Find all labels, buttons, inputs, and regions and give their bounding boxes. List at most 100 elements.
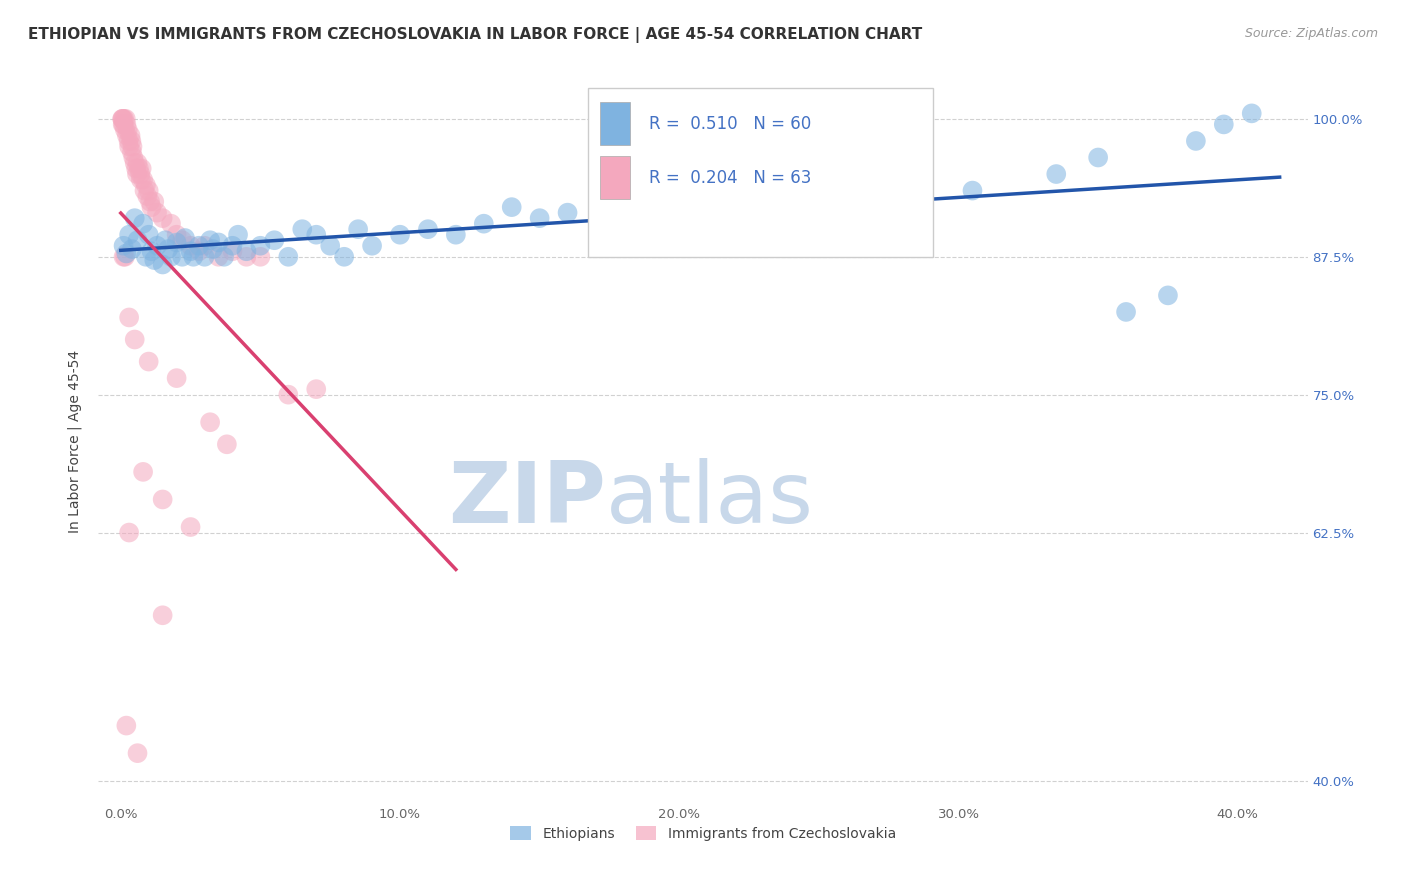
Point: [333, 250, 356, 264]
Point: [221, 238, 243, 252]
Point: [121, 242, 143, 256]
Point: [118, 525, 141, 540]
Point: [235, 244, 257, 259]
Point: [160, 250, 183, 264]
Point: [180, 238, 202, 252]
Point: [125, 167, 148, 181]
Point: [122, 151, 145, 165]
Point: [152, 258, 174, 272]
Point: [207, 250, 229, 264]
Point: [121, 139, 143, 153]
Point: [738, 217, 761, 231]
Point: [115, 128, 138, 143]
Point: [180, 244, 202, 259]
Point: [249, 250, 271, 264]
Point: [249, 238, 271, 252]
Point: [166, 235, 188, 250]
Point: [1185, 134, 1208, 148]
Point: [118, 139, 141, 153]
Point: [155, 233, 177, 247]
Point: [152, 211, 174, 226]
Point: [444, 227, 467, 242]
Point: [640, 194, 662, 209]
Point: [501, 200, 523, 214]
Y-axis label: In Labor Force | Age 45-54: In Labor Force | Age 45-54: [67, 350, 83, 533]
Point: [112, 112, 135, 126]
Point: [529, 211, 551, 226]
Point: [138, 354, 160, 368]
Point: [115, 246, 138, 260]
Point: [124, 211, 146, 226]
Point: [111, 112, 134, 126]
Point: [807, 189, 830, 203]
Point: [291, 222, 314, 236]
Point: [117, 134, 139, 148]
Point: [557, 205, 579, 219]
Point: [1087, 151, 1109, 165]
Point: [188, 238, 211, 252]
Text: Source: ZipAtlas.com: Source: ZipAtlas.com: [1244, 27, 1378, 40]
Point: [305, 227, 328, 242]
Point: [129, 172, 152, 186]
Point: [138, 184, 160, 198]
Point: [172, 250, 194, 264]
Point: [120, 134, 142, 148]
Point: [138, 227, 160, 242]
Text: ZIP: ZIP: [449, 458, 606, 541]
Point: [472, 217, 495, 231]
Point: [114, 250, 136, 264]
Point: [141, 244, 163, 259]
Point: [124, 333, 146, 347]
Point: [174, 231, 197, 245]
Point: [263, 233, 285, 247]
Point: [121, 145, 143, 159]
Point: [127, 233, 149, 247]
Point: [212, 250, 235, 264]
Point: [1115, 305, 1137, 319]
Point: [115, 718, 138, 732]
Point: [112, 117, 135, 131]
Legend: Ethiopians, Immigrants from Czechoslovakia: Ethiopians, Immigrants from Czechoslovak…: [505, 821, 901, 847]
Point: [120, 128, 142, 143]
Point: [124, 156, 146, 170]
Point: [198, 233, 221, 247]
Point: [128, 161, 150, 176]
Point: [160, 217, 183, 231]
Point: [111, 117, 134, 131]
Point: [131, 161, 153, 176]
Point: [215, 437, 238, 451]
Text: atlas: atlas: [606, 458, 814, 541]
Text: ETHIOPIAN VS IMMIGRANTS FROM CZECHOSLOVAKIA IN LABOR FORCE | AGE 45-54 CORRELATI: ETHIOPIAN VS IMMIGRANTS FROM CZECHOSLOVA…: [28, 27, 922, 43]
Point: [389, 227, 412, 242]
Point: [141, 200, 163, 214]
Point: [188, 244, 211, 259]
Point: [139, 194, 162, 209]
Point: [201, 242, 224, 256]
Point: [111, 112, 134, 126]
Point: [118, 227, 141, 242]
Point: [221, 244, 243, 259]
Point: [962, 184, 984, 198]
Point: [319, 238, 342, 252]
Point: [127, 746, 149, 760]
Point: [134, 184, 156, 198]
Point: [152, 492, 174, 507]
Point: [235, 250, 257, 264]
Point: [143, 253, 166, 268]
Text: R =  0.204   N = 63: R = 0.204 N = 63: [648, 169, 811, 186]
Point: [863, 194, 886, 209]
Point: [112, 250, 135, 264]
Point: [696, 205, 718, 219]
Point: [198, 415, 221, 429]
Point: [1240, 106, 1263, 120]
Point: [180, 520, 202, 534]
Point: [125, 161, 148, 176]
Point: [135, 250, 157, 264]
Point: [305, 382, 328, 396]
Point: [152, 608, 174, 623]
Point: [143, 194, 166, 209]
Point: [166, 227, 188, 242]
Point: [166, 371, 188, 385]
Point: [207, 235, 229, 250]
Point: [132, 172, 155, 186]
